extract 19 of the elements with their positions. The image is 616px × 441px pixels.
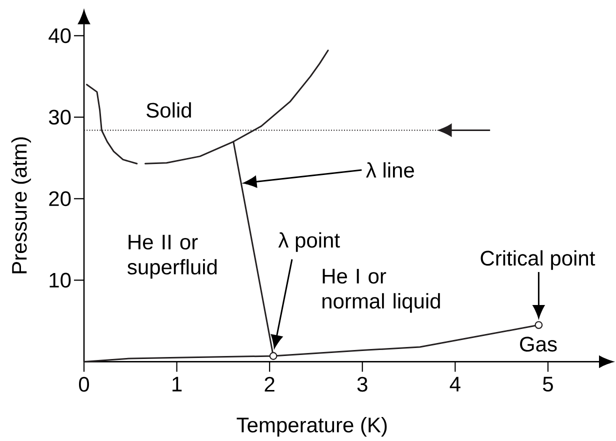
annotation: Solid [146,102,191,118]
annotation: Critical point [480,250,596,270]
annotation: Gas [520,336,557,352]
x-tick-label: 0 [78,376,90,392]
y-tick-label: 40 [48,28,71,44]
annotation: λ point [278,232,340,252]
y-tick-label: 30 [48,110,71,125]
x-tick-label: 1 [172,376,182,392]
annotation: He I or normal liquid [322,268,440,313]
y-axis-title: Pressure (atm) [11,137,31,274]
annotation: He II or superfluid [128,234,217,279]
y-tick-label: 20 [49,191,71,206]
y-tick-label: 10 [50,272,71,288]
x-tick-label: 3 [357,376,368,392]
x-tick-label: 4 [450,376,460,392]
x-tick-label: 2 [264,376,274,392]
annotation: λ line [366,162,414,178]
x-axis-title: Temperature (K) [236,417,387,437]
x-tick-label: 5 [542,376,553,392]
